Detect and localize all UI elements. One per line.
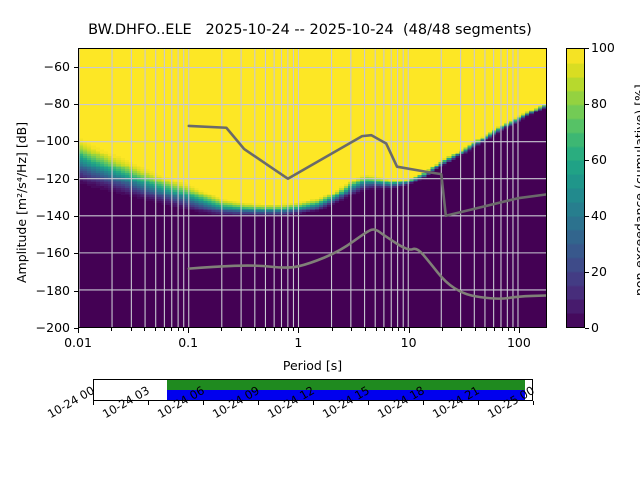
x-tick-mark [351,328,352,331]
coverage-green [167,380,526,390]
y-tick-mark [74,290,78,292]
x-tick-mark [501,328,503,331]
x-tick-mark [485,328,487,331]
x-tick-mark [177,328,179,331]
x-tick-mark [171,328,173,331]
x-tick-label: 0.1 [178,335,199,350]
time-tick-mark [533,401,534,405]
grid-lines [79,49,546,327]
colorbar-gradient [567,49,584,327]
x-tick-label: 1 [294,335,303,350]
y-tick-mark [74,104,78,105]
figure-title: BW.DHFO..ELE 2025-10-24 -- 2025-10-24 (4… [88,22,532,38]
x-tick-mark [513,328,515,331]
x-tick-label: 0.01 [64,335,92,350]
time-tick-mark [93,401,94,405]
x-tick-mark [441,328,443,331]
time-tick-mark [478,401,479,405]
x-tick-mark [221,328,223,331]
x-tick-mark [293,328,295,331]
colorbar-tick-mark [585,216,589,217]
x-tick-mark [518,328,520,333]
x-tick-mark [398,328,399,331]
y-tick-mark [74,216,78,217]
ppsd-plot-area[interactable] [78,48,547,328]
colorbar-tick-label: 60 [591,152,607,167]
x-tick-mark [461,328,463,331]
colorbar-tick-label: 0 [591,320,599,335]
y-tick-mark [74,141,78,143]
time-tick-label: 10-24 00 [45,383,97,422]
x-tick-mark [494,328,496,331]
x-tick-mark [163,328,165,331]
x-tick-mark [403,328,405,331]
x-tick-mark [155,328,156,331]
time-tick-mark [148,401,149,405]
colorbar-tick-mark [585,160,589,161]
x-tick-mark [408,328,410,333]
x-tick-mark [287,328,289,331]
colorbar-tick-mark [585,48,589,49]
x-tick-mark [364,328,366,331]
x-tick-mark [274,328,275,331]
x-tick-mark [111,328,113,331]
x-tick-label: 100 [506,335,531,350]
colorbar-tick-label: 40 [591,208,607,223]
colorbar[interactable] [566,48,585,328]
x-tick-mark [331,328,333,331]
coverage-fill [167,380,526,400]
x-tick-mark [144,328,146,331]
x-tick-mark [240,328,242,331]
x-tick-mark [508,328,510,331]
x-tick-label: 10 [400,335,417,350]
ppsd-heatmap [79,49,546,327]
x-tick-mark [475,328,476,331]
time-tick-mark [368,401,369,405]
y-tick-label: −160 [35,245,70,261]
colorbar-tick-label: 80 [591,96,607,111]
y-tick-mark [74,178,78,180]
y-tick-label: −200 [35,320,70,335]
y-tick-mark [74,328,78,329]
colorbar-tick-label: 100 [591,40,615,55]
x-tick-mark [78,328,79,333]
x-tick-mark [188,328,190,333]
time-tick-mark [258,401,259,405]
x-tick-mark [384,328,386,331]
y-tick-mark [74,66,78,68]
colorbar-tick-mark [585,104,589,105]
x-axis-label: Period [s] [282,358,343,373]
x-tick-mark [254,328,256,331]
time-tick-mark [203,401,204,405]
x-tick-mark [183,328,185,331]
y-tick-label: −140 [35,208,70,223]
x-tick-mark [391,328,393,331]
y-tick-label: −80 [43,96,70,111]
time-coverage-bar[interactable] [93,379,533,401]
colorbar-tick-label: 20 [591,264,607,279]
y-tick-label: −100 [35,133,70,149]
y-axis-label: Amplitude [m²/s⁴/Hz] [dB] [14,121,29,283]
time-tick-mark [313,401,314,405]
noise-model-curves [187,124,546,300]
x-tick-mark [130,328,132,331]
y-tick-label: −60 [43,58,70,74]
colorbar-tick-mark [585,272,589,273]
colorbar-label: non-exceedance (cumulative) [%] [632,84,640,296]
time-tick-mark [423,401,424,405]
x-tick-mark [375,328,377,331]
y-tick-label: −120 [35,170,70,186]
y-tick-mark [74,253,78,255]
x-tick-mark [265,328,267,331]
y-tick-label: −180 [35,282,70,298]
colorbar-tick-mark [585,328,589,329]
x-tick-mark [281,328,283,331]
x-tick-mark [298,328,300,333]
coverage-blue [167,390,526,400]
